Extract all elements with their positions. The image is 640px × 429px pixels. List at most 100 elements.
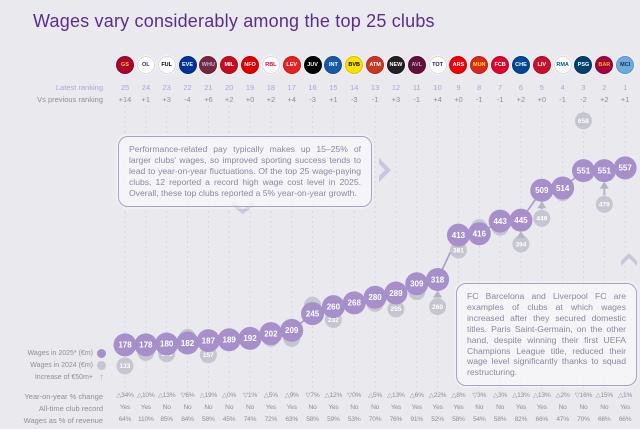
bubble-2024-value-GS: 133 xyxy=(120,363,131,370)
bubble-2024-value-BAR: 479 xyxy=(599,202,610,209)
latest-ranking-LIV: 5 xyxy=(539,83,544,92)
bubble-2025-JUV xyxy=(301,302,325,326)
club-logo-WHU: WHU xyxy=(199,56,218,74)
bubble-2024-TOT xyxy=(429,298,447,316)
chart-legend: Wages in 2025* (€m) Wages in 2024 (€m) I… xyxy=(0,347,108,383)
bubble-2025-MUN xyxy=(467,222,491,246)
latest-ranking-TOT: 10 xyxy=(433,83,442,92)
club-logo-RBL: RBL xyxy=(261,56,280,74)
record-WHU: No xyxy=(204,404,213,411)
bubble-2025-OL xyxy=(134,333,158,357)
bubble-2025-RBL xyxy=(259,322,283,346)
bubble-2025-value-MIL: 189 xyxy=(223,336,237,345)
yoy-change-CHE: △13% xyxy=(512,392,530,399)
bubble-2025-NEW xyxy=(384,281,408,305)
bubble-2025-value-LEV: 209 xyxy=(285,326,299,335)
club-logo-JUV: JUV xyxy=(303,56,322,74)
latest-ranking-BVB: 14 xyxy=(350,83,359,92)
yoy-change-EVE: ▽6% xyxy=(180,392,195,399)
vs-previous-PSG: -2 xyxy=(580,95,587,104)
club-logo-AVL: AVL xyxy=(407,56,426,74)
wages-pct-OL: 110% xyxy=(138,416,154,423)
bubble-2024-value-INT: 232 xyxy=(328,317,339,324)
bubble-2024-LIV xyxy=(533,209,551,227)
record-RBL: Yes xyxy=(265,404,276,411)
bubble-2025-FUL xyxy=(155,332,179,356)
latest-ranking-NEW: 12 xyxy=(391,83,401,92)
club-logo-INT: INT xyxy=(324,56,343,74)
bubble-2025-value-MUN: 416 xyxy=(473,230,487,239)
latest-ranking-MIL: 20 xyxy=(225,83,234,92)
record-LEV: Yes xyxy=(286,404,297,411)
yoy-change-ARS: △8% xyxy=(451,392,466,399)
vs-previous-ARS: +0 xyxy=(454,95,463,104)
bubble-2025-value-OL: 178 xyxy=(139,341,153,350)
bubble-2025-value-PSG: 551 xyxy=(577,166,591,175)
record-BAR: No xyxy=(600,404,609,411)
bubble-2024-value-PSG: 658 xyxy=(578,118,589,125)
bubble-2025-INT xyxy=(321,295,345,319)
record-PSG: No xyxy=(579,404,588,411)
wages-pct-MCI: 66% xyxy=(618,416,632,423)
wages-2024-marker-icon xyxy=(97,360,106,370)
yoy-change-NEW: △13% xyxy=(387,392,405,399)
yoy-change-JUV: ▽7% xyxy=(305,392,320,399)
legend-2024-label: Wages in 2024 (€m) xyxy=(30,361,93,369)
club-logo-NEW: NEW xyxy=(386,56,405,74)
increase-arrow-icon: ↑ xyxy=(99,371,104,383)
vs-previous-LIV: +0 xyxy=(537,95,547,104)
bubble-2025-MCI xyxy=(613,156,637,180)
bubble-2025-value-INT: 260 xyxy=(327,302,341,311)
bubble-2025-GS xyxy=(113,333,137,357)
vs-previous-LEV: +4 xyxy=(287,95,296,104)
record-CHE: Yes xyxy=(515,404,527,411)
vs-previous-GS: +14 xyxy=(118,95,132,104)
club-logo-ARS: ARS xyxy=(449,56,468,74)
yoy-change-MIL: △0% xyxy=(222,392,237,399)
vs-previous-JUV: -3 xyxy=(309,95,316,104)
yoy-change-LIV: △13% xyxy=(533,392,551,399)
wages-pct-LIV: 66% xyxy=(535,416,549,423)
wages-pct-JUV: 58% xyxy=(306,416,319,423)
record-MCI: Yes xyxy=(620,404,631,411)
vs-previous-INT: +1 xyxy=(329,95,338,104)
yoy-change-PSG: ▽16% xyxy=(574,392,593,399)
annotation-barcelona-psg: FC Barcelona and Liverpool FC are exampl… xyxy=(456,283,637,387)
latest-ranking-MUN: 8 xyxy=(477,83,482,92)
bubble-2025-BVB xyxy=(342,291,366,315)
vs-previous-ATM: -1 xyxy=(371,95,379,104)
yoy-change-MUN: ▽3% xyxy=(472,392,487,399)
club-logo-TOT: TOT xyxy=(428,56,447,74)
record-FUL: No xyxy=(162,404,171,411)
wages-pct-NFO: 74% xyxy=(243,416,257,423)
club-logo-CHE: CHE xyxy=(511,56,530,74)
record-RMA: No xyxy=(558,404,567,411)
bubble-2025-value-EVE: 182 xyxy=(181,339,195,348)
record-LIV: Yes xyxy=(536,404,547,411)
bubble-2024-ARS xyxy=(449,241,467,259)
bubble-2025-FCB xyxy=(488,209,512,233)
bubble-2025-BAR xyxy=(592,159,616,183)
annotation-performance-pay: Performance-related pay typically makes … xyxy=(118,136,372,207)
legend-2025-label: Wages in 2025* (€m) xyxy=(27,349,94,357)
bubble-2025-value-BAR: 551 xyxy=(598,166,612,175)
vs-previous-OL: +1 xyxy=(141,95,151,104)
club-logo-PSG: PSG xyxy=(574,56,593,74)
bubble-2025-value-MCI: 557 xyxy=(618,164,632,173)
wages-pct-GS: 64% xyxy=(118,416,132,423)
bubble-2024-BAR xyxy=(595,195,613,213)
bubble-2024-value-WHU: 157 xyxy=(203,352,214,359)
yoy-change-BAR: △15% xyxy=(595,392,614,399)
wages-pct-LEV: 63% xyxy=(285,416,299,423)
yoy-change-MCI: △1% xyxy=(618,392,633,399)
latest-ranking-INT: 15 xyxy=(329,83,338,92)
bubble-2025-value-WHU: 187 xyxy=(202,336,216,345)
bubble-2024-NEW xyxy=(387,300,405,318)
wages-pct-INT: 59% xyxy=(327,416,340,423)
latest-ranking-LEV: 17 xyxy=(287,83,296,92)
club-logo-MCI: MCI xyxy=(616,56,635,74)
record-EVE: No xyxy=(183,404,192,411)
record-ATM: No xyxy=(371,404,380,411)
bubble-2025-LEV xyxy=(280,318,304,342)
club-logo-BAR: BAR xyxy=(595,56,614,74)
